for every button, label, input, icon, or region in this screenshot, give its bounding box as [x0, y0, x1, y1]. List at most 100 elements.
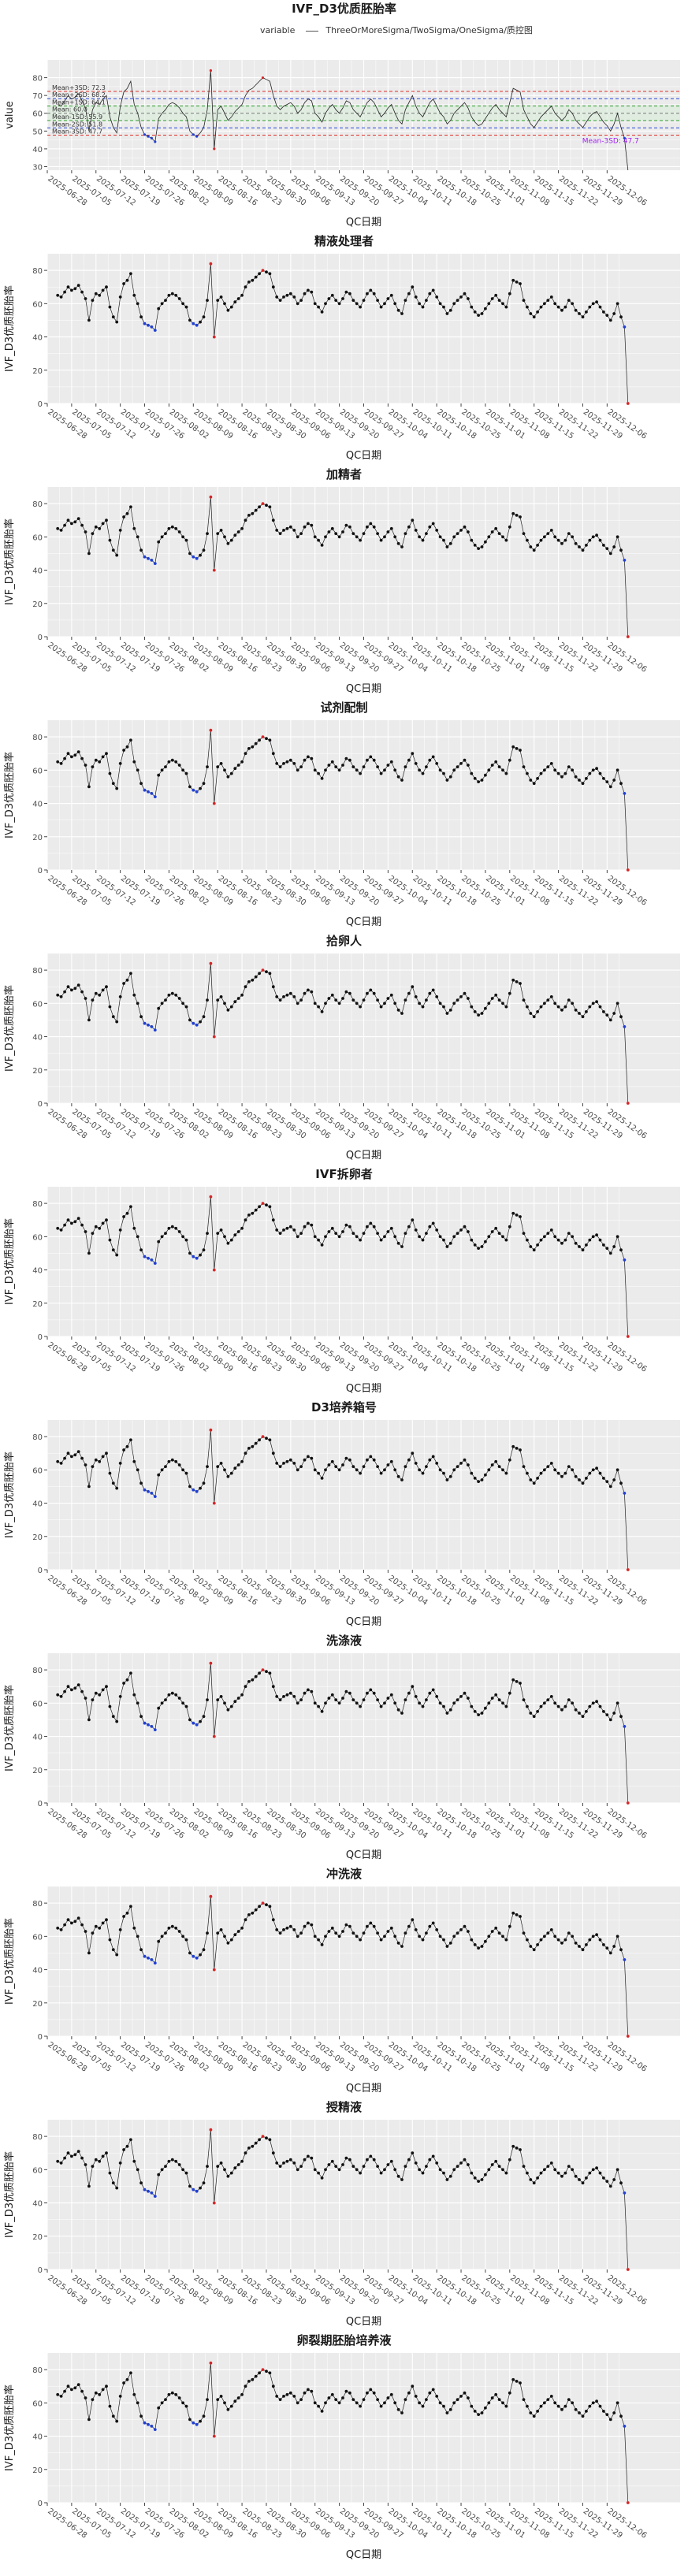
data-point: [73, 1453, 77, 1457]
data-point: [285, 293, 289, 297]
data-point: [111, 2181, 115, 2185]
data-point: [223, 302, 226, 306]
data-point: [167, 2392, 171, 2396]
data-point: [177, 297, 181, 300]
data-point: [195, 1489, 199, 1493]
data-point: [105, 1918, 108, 1922]
data-point: [174, 760, 178, 764]
data-point: [608, 318, 612, 322]
data-point: [233, 767, 237, 771]
data-point: [341, 2163, 344, 2166]
data-point: [76, 1450, 80, 1453]
data-point: [233, 1233, 237, 1237]
data-point: [393, 1002, 397, 1005]
data-point: [563, 305, 567, 309]
data-point: [602, 544, 605, 547]
data-point: [91, 2398, 95, 2401]
data-point: [334, 532, 338, 535]
data-point: [317, 771, 320, 775]
data-point: [351, 998, 355, 1002]
data-point: [605, 1013, 609, 1017]
data-point: [56, 993, 60, 997]
reference-line-label: Mean+1SD: 64.1: [52, 99, 106, 106]
data-point: [428, 292, 432, 296]
data-point: [578, 312, 581, 315]
data-point: [470, 2171, 474, 2175]
data-point: [80, 990, 84, 994]
data-point: [91, 532, 95, 535]
data-point: [522, 998, 526, 1002]
data-point: [147, 323, 150, 327]
data-point: [431, 988, 435, 992]
data-point: [296, 1935, 299, 1939]
data-point: [511, 2377, 515, 2381]
data-point: [150, 1258, 154, 1262]
data-point: [553, 1701, 557, 1705]
data-point: [425, 299, 428, 302]
data-point: [285, 1459, 289, 1463]
data-point: [254, 1908, 258, 1912]
data-point: [477, 1247, 480, 1250]
data-point: [143, 1721, 147, 1725]
data-point: [209, 69, 212, 72]
data-point: [219, 2395, 223, 2398]
data-point: [199, 2186, 202, 2190]
data-point: [445, 2178, 449, 2181]
data-point: [84, 764, 87, 767]
data-point: [265, 737, 268, 741]
data-point: [320, 310, 324, 314]
data-point: [105, 1685, 108, 1689]
y-tick-label: 60: [32, 300, 43, 309]
data-point: [292, 762, 296, 765]
chart-svg: 0204060802025-06-282025-07-052025-07-122…: [3, 487, 680, 695]
data-point: [411, 985, 415, 989]
y-tick-label: 0: [38, 1567, 43, 1575]
data-point: [526, 771, 529, 775]
data-point: [626, 2035, 630, 2038]
data-point: [233, 533, 237, 537]
data-point: [511, 1678, 515, 1682]
data-point: [556, 2404, 560, 2408]
data-point: [115, 553, 119, 557]
data-point: [153, 1495, 157, 1498]
data-point: [608, 1018, 612, 1022]
data-point: [143, 1255, 147, 1258]
chart-svg: 0204060802025-06-282025-07-052025-07-122…: [3, 1187, 680, 1395]
data-point: [271, 752, 275, 756]
data-point: [588, 2404, 592, 2408]
data-point: [445, 1712, 449, 1715]
data-point: [480, 1478, 484, 1481]
data-point: [351, 299, 355, 302]
data-point: [425, 2165, 428, 2168]
data-point: [136, 2168, 139, 2172]
data-point: [467, 1930, 470, 1933]
data-point: [383, 768, 386, 772]
data-point: [296, 1002, 299, 1005]
data-point: [143, 322, 147, 325]
data-point: [98, 1926, 102, 1930]
data-point: [578, 1478, 581, 1481]
data-point: [188, 785, 192, 789]
data-point: [278, 998, 282, 1002]
data-point: [170, 292, 174, 296]
data-point: [379, 1938, 383, 1942]
data-point: [236, 297, 240, 300]
data-point: [216, 2165, 220, 2168]
data-point: [626, 2501, 630, 2504]
data-point: [383, 1002, 386, 1005]
data-point: [605, 780, 609, 783]
data-point: [101, 1688, 105, 1692]
data-point: [98, 2159, 102, 2163]
data-point: [563, 538, 567, 542]
data-point: [463, 2391, 467, 2395]
data-point: [393, 2168, 397, 2172]
data-point: [226, 1241, 230, 1245]
data-point: [216, 532, 220, 535]
data-point: [337, 1468, 341, 1472]
data-point: [181, 2401, 185, 2405]
data-point: [504, 1471, 508, 1475]
data-point: [529, 1712, 533, 1715]
data-point: [480, 1245, 484, 1248]
data-point: [389, 1693, 393, 1697]
data-point: [608, 2418, 612, 2422]
